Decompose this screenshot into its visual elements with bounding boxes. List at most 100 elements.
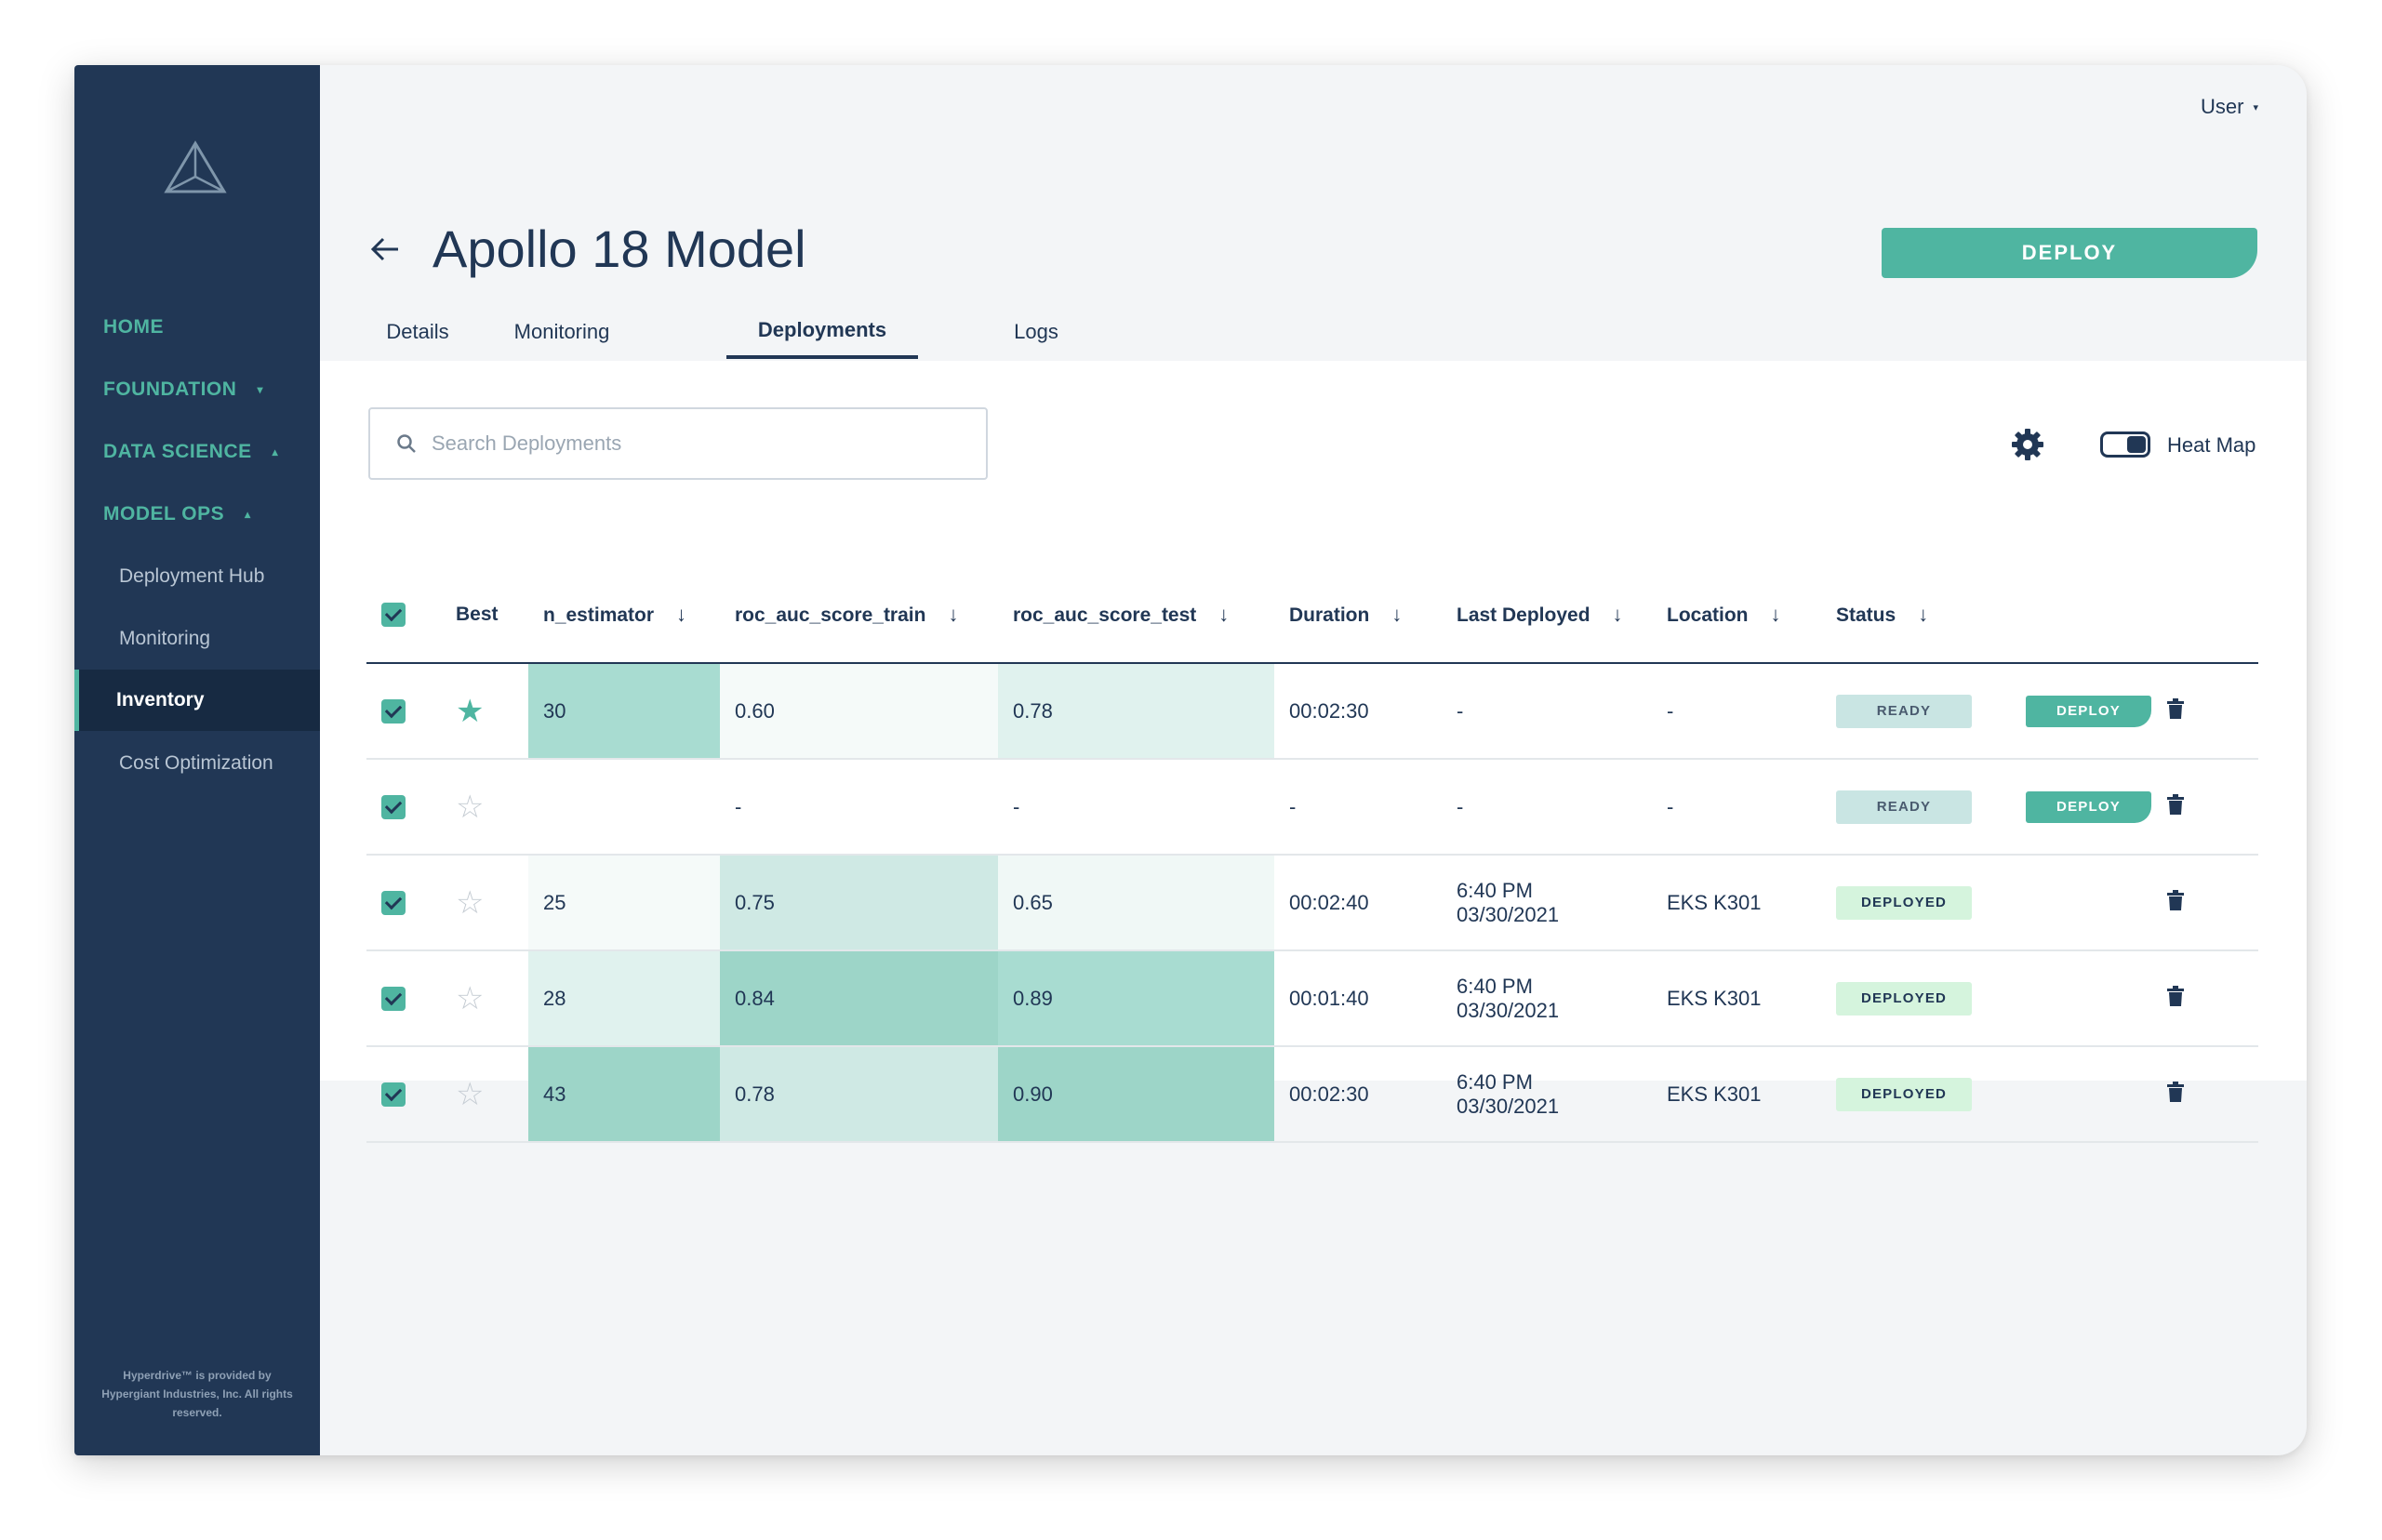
status-cell: DEPLOYED	[1821, 1046, 2011, 1143]
row-deploy-button[interactable]: DEPLOY	[2026, 790, 2151, 823]
star-outline-icon[interactable]: ☆	[456, 884, 485, 921]
roc-train-cell: 0.78	[720, 1046, 998, 1143]
sort-arrow-icon[interactable]: ↓	[676, 603, 687, 626]
hyperdrive-logo-icon[interactable]	[163, 139, 228, 195]
trash-icon[interactable]	[2167, 985, 2184, 1006]
delete-cell	[2152, 950, 2258, 1047]
column-label: roc_auc_score_train	[735, 604, 926, 626]
column-label: n_estimator	[543, 604, 655, 626]
row-checkbox[interactable]	[381, 699, 406, 724]
tab-details[interactable]: Details	[386, 320, 449, 343]
sort-arrow-icon[interactable]: ↓	[1391, 603, 1403, 626]
search-box[interactable]	[368, 407, 988, 480]
sort-arrow-icon[interactable]: ↓	[1918, 603, 1929, 626]
row-select-cell	[366, 759, 441, 856]
deployed-time: 6:40 PM	[1457, 1069, 1533, 1094]
nav-model-ops[interactable]: MODEL OPS ▴	[103, 503, 251, 525]
trash-icon[interactable]	[2167, 793, 2184, 815]
delete-cell	[2152, 1046, 2258, 1143]
column-header-status[interactable]: Status ↓	[1821, 567, 2011, 664]
tab-monitoring[interactable]: Monitoring	[513, 320, 610, 343]
trash-icon[interactable]	[2167, 889, 2184, 910]
column-header-roc-test[interactable]: roc_auc_score_test ↓	[998, 567, 1274, 664]
trash-icon[interactable]	[2167, 1081, 2184, 1102]
last-deployed-cell: 6:40 PM 03/30/2021	[1442, 855, 1652, 951]
row-checkbox[interactable]	[381, 987, 406, 1012]
table-row[interactable]: ☆ 43 0.78 0.90 00:02:30 6:40 PM 03/30/2021 EKS …	[366, 1046, 2258, 1143]
row-checkbox[interactable]	[381, 1082, 406, 1108]
select-all-checkbox[interactable]	[381, 603, 406, 627]
column-header-last-deployed[interactable]: Last Deployed ↓	[1442, 567, 1652, 664]
search-input[interactable]	[430, 431, 954, 457]
sidebar-item-label: Inventory	[116, 689, 205, 710]
nav-label: HOME	[103, 316, 164, 338]
deployed-date: 03/30/2021	[1457, 902, 1560, 926]
heatmap-label: Heat Map	[2167, 433, 2256, 457]
column-header-roc-train[interactable]: roc_auc_score_train ↓	[720, 567, 998, 664]
sort-arrow-icon[interactable]: ↓	[1218, 603, 1230, 626]
active-indicator	[74, 670, 79, 731]
column-header-n-estimator[interactable]: n_estimator ↓	[528, 567, 720, 664]
heatmap-toggle[interactable]	[2100, 431, 2150, 458]
status-badge: DEPLOYED	[1836, 885, 1972, 920]
star-outline-icon[interactable]: ☆	[456, 789, 485, 825]
status-badge: DEPLOYED	[1836, 1077, 1972, 1111]
chevron-up-icon: ▴	[272, 445, 279, 458]
duration-cell: -	[1274, 759, 1442, 856]
duration-cell: 00:02:30	[1274, 1046, 1442, 1143]
best-cell: ☆	[441, 1046, 528, 1143]
nav-foundation[interactable]: FOUNDATION ▾	[103, 378, 263, 401]
last-deployed-cell: -	[1442, 663, 1652, 760]
duration-cell: 00:02:40	[1274, 855, 1442, 951]
sort-arrow-icon[interactable]: ↓	[948, 603, 959, 626]
roc-train-cell: 0.75	[720, 855, 998, 951]
row-deploy-button[interactable]: DEPLOY	[2026, 695, 2151, 727]
deployed-time: -	[1457, 698, 1464, 723]
table-row[interactable]: ★ 30 0.60 0.78 00:02:30- - READY DEPLOY	[366, 663, 2258, 760]
column-header-best[interactable]: Best	[441, 567, 528, 664]
sidebar: HOME FOUNDATION ▾ DATA SCIENCE ▴ MODEL O…	[74, 65, 320, 1455]
delete-cell	[2152, 759, 2258, 856]
column-header-action	[2011, 567, 2152, 664]
sidebar-item-monitoring[interactable]: Monitoring	[119, 628, 211, 649]
row-checkbox[interactable]	[381, 891, 406, 916]
column-header-location[interactable]: Location ↓	[1652, 567, 1821, 664]
table-row[interactable]: ☆ 25 0.75 0.65 00:02:40 6:40 PM 03/30/2021 EKS …	[366, 855, 2258, 951]
star-outline-icon[interactable]: ☆	[456, 980, 485, 1016]
tab-deployments[interactable]: Deployments	[726, 305, 918, 359]
back-arrow-icon[interactable]	[368, 232, 402, 266]
column-header-duration[interactable]: Duration ↓	[1274, 567, 1442, 664]
chevron-down-icon: ▾	[257, 383, 263, 396]
sidebar-item-cost-optimization[interactable]: Cost Optimization	[119, 752, 273, 774]
sidebar-item-inventory[interactable]: Inventory	[74, 670, 320, 731]
user-menu[interactable]: User ▾	[2201, 95, 2258, 119]
delete-cell	[2152, 855, 2258, 951]
status-cell: DEPLOYED	[1821, 950, 2011, 1047]
n-estimator-cell: 28	[528, 950, 720, 1047]
star-filled-icon[interactable]: ★	[456, 693, 485, 729]
best-cell: ★	[441, 663, 528, 760]
copyright-note: Hyperdrive™ is provided by Hypergiant In…	[101, 1369, 293, 1419]
sidebar-item-deployment-hub[interactable]: Deployment Hub	[119, 565, 265, 587]
status-badge: DEPLOYED	[1836, 981, 1972, 1016]
deploy-button[interactable]: DEPLOY	[1882, 228, 2257, 278]
deployments-table: Best n_estimator ↓ roc_auc_score_train ↓ r…	[366, 567, 2258, 1143]
location-cell: EKS K301	[1652, 950, 1821, 1047]
nav-data-science[interactable]: DATA SCIENCE ▴	[103, 441, 278, 463]
deployed-time: 6:40 PM	[1457, 974, 1533, 998]
tab-bar: Details Monitoring Deployments Logs	[320, 305, 2307, 361]
tab-logs[interactable]: Logs	[1014, 320, 1058, 343]
trash-icon[interactable]	[2167, 697, 2184, 719]
nav-label: DATA SCIENCE	[103, 441, 252, 462]
sort-arrow-icon[interactable]: ↓	[1612, 603, 1623, 626]
star-outline-icon[interactable]: ☆	[456, 1076, 485, 1112]
n-estimator-cell: 43	[528, 1046, 720, 1143]
roc-test-cell: 0.89	[998, 950, 1274, 1047]
sort-arrow-icon[interactable]: ↓	[1770, 603, 1781, 626]
row-checkbox[interactable]	[381, 795, 406, 820]
table-body: ★ 30 0.60 0.78 00:02:30- - READY DEPLOY ☆ - - - - - RE…	[366, 663, 2258, 1143]
gear-icon[interactable]	[2011, 428, 2044, 461]
nav-home[interactable]: HOME	[103, 316, 164, 339]
table-row[interactable]: ☆ 28 0.84 0.89 00:01:40 6:40 PM 03/30/2021 EKS …	[366, 950, 2258, 1047]
table-row[interactable]: ☆ - - - - - READY DEPLOY	[366, 759, 2258, 856]
